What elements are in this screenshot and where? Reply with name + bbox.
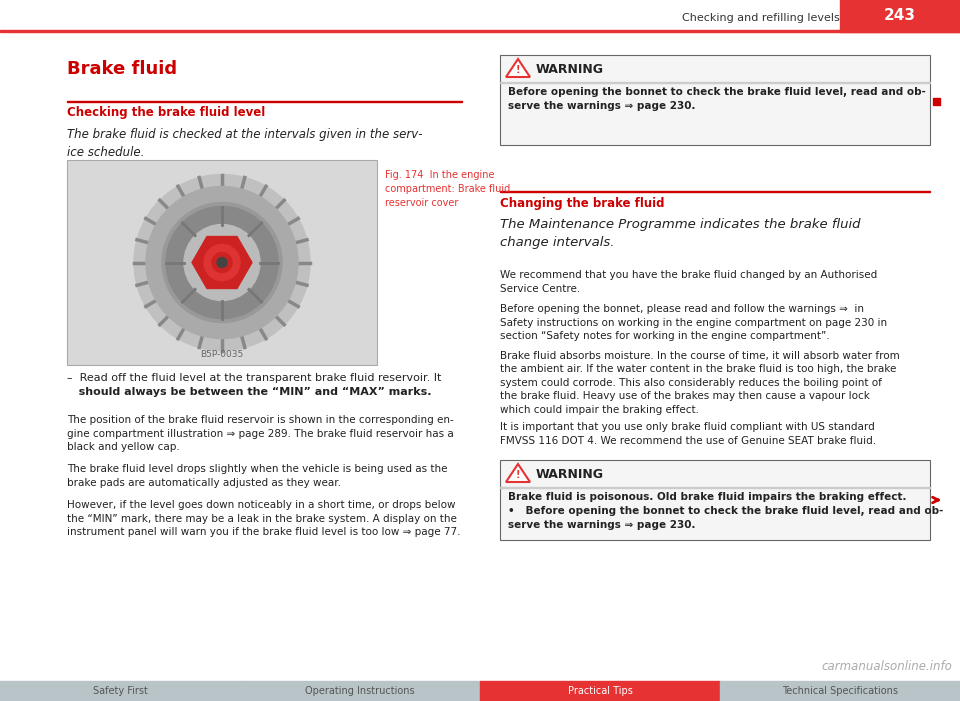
Text: Technical Specifications: Technical Specifications [782, 686, 898, 696]
Polygon shape [506, 464, 530, 482]
Circle shape [134, 175, 310, 350]
Text: Practical Tips: Practical Tips [567, 686, 633, 696]
Bar [840, 0, 960, 32]
Text: should always be between the “MIN” and “MAX” marks.: should always be between the “MIN” and “… [67, 387, 431, 397]
Text: Brake fluid: Brake fluid [67, 60, 178, 78]
Text: However, if the level goes down noticeably in a short time, or drops below
the “: However, if the level goes down noticeab… [67, 500, 461, 537]
Circle shape [166, 207, 278, 318]
Text: Changing the brake fluid: Changing the brake fluid [500, 197, 664, 210]
Text: The brake fluid level drops slightly when the vehicle is being used as the
brake: The brake fluid level drops slightly whe… [67, 464, 447, 488]
Text: We recommend that you have the brake fluid changed by an Authorised
Service Cent: We recommend that you have the brake flu… [500, 270, 877, 294]
Bar [480, 681, 720, 701]
Circle shape [204, 245, 240, 280]
Text: Checking the brake fluid level: Checking the brake fluid level [67, 106, 265, 119]
Bar [0, 30, 960, 32]
Bar [720, 681, 960, 701]
Text: B5P-0035: B5P-0035 [201, 350, 244, 359]
Text: Before opening the bonnet to check the brake fluid level, read and ob-
serve the: Before opening the bonnet to check the b… [508, 87, 925, 111]
Bar [500, 460, 930, 540]
Bar [500, 191, 930, 192]
Circle shape [184, 224, 260, 301]
Text: Brake fluid absorbs moisture. In the course of time, it will absorb water from
t: Brake fluid absorbs moisture. In the cou… [500, 350, 900, 415]
Polygon shape [506, 59, 530, 77]
Text: Operating Instructions: Operating Instructions [305, 686, 415, 696]
Text: !: ! [516, 470, 520, 480]
Text: The Maintenance Programme indicates the brake fluid
change intervals.: The Maintenance Programme indicates the … [500, 218, 860, 249]
Text: carmanualsonline.info: carmanualsonline.info [821, 660, 952, 673]
Bar [240, 681, 480, 701]
Bar [500, 82, 930, 83]
Bar [67, 101, 462, 102]
Circle shape [162, 203, 282, 322]
Bar [933, 98, 940, 105]
Circle shape [217, 257, 227, 268]
Text: Checking and refilling levels: Checking and refilling levels [683, 13, 840, 23]
Text: Before opening the bonnet, please read and follow the warnings ⇒  in
Safety inst: Before opening the bonnet, please read a… [500, 304, 887, 341]
Text: Brake fluid is poisonous. Old brake fluid impairs the braking effect.: Brake fluid is poisonous. Old brake flui… [508, 492, 906, 502]
Bar [500, 487, 930, 488]
Bar [500, 55, 930, 145]
Text: WARNING: WARNING [536, 63, 604, 76]
Bar [0, 681, 240, 701]
Text: Fig. 174  In the engine
compartment: Brake fluid
reservoir cover: Fig. 174 In the engine compartment: Brak… [385, 170, 511, 208]
Text: •   Before opening the bonnet to check the brake fluid level, read and ob-
serve: • Before opening the bonnet to check the… [508, 506, 944, 529]
Text: Safety First: Safety First [92, 686, 148, 696]
Text: !: ! [516, 65, 520, 75]
Text: It is important that you use only brake fluid compliant with US standard
FMVSS 1: It is important that you use only brake … [500, 422, 876, 446]
Text: WARNING: WARNING [536, 468, 604, 481]
Text: 243: 243 [884, 8, 916, 24]
Circle shape [212, 252, 232, 273]
Text: –  Read off the fluid level at the transparent brake fluid reservoir. It: – Read off the fluid level at the transp… [67, 373, 442, 383]
Bar [67, 160, 377, 365]
Text: The brake fluid is checked at the intervals given in the serv-
ice schedule.: The brake fluid is checked at the interv… [67, 128, 422, 159]
Circle shape [146, 186, 298, 339]
Text: The position of the brake fluid reservoir is shown in the corresponding en-
gine: The position of the brake fluid reservoi… [67, 415, 454, 452]
